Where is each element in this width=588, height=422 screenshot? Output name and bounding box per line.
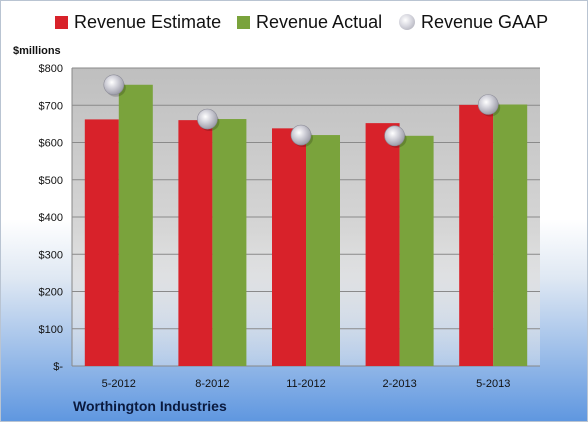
legend-label-gaap: Revenue GAAP — [421, 11, 549, 32]
bar-revenue-estimate — [365, 123, 400, 366]
bar-revenue-estimate — [459, 104, 494, 366]
bar-chart: $- $100 $200 $300 $400 $500 $600 $700 $800 5-2012… — [39, 63, 540, 390]
x-tick-label: 8-2012 — [195, 378, 229, 390]
y-tick-label: $400 — [39, 212, 63, 224]
legend-label-actual: Revenue Actual — [256, 11, 383, 32]
bar-revenue-actual — [306, 135, 340, 366]
x-tick-label: 5-2012 — [102, 378, 136, 390]
marker-revenue-gaap — [103, 74, 125, 96]
y-tick-label: $700 — [39, 100, 63, 112]
marker-revenue-gaap — [477, 94, 499, 115]
legend-item-actual: Revenue Actual — [237, 9, 382, 35]
legend-swatch-actual — [237, 15, 250, 29]
x-tick-label: 5-2013 — [476, 378, 510, 390]
y-tick-label: $200 — [39, 287, 63, 299]
x-tick-label: 2-2013 — [382, 378, 416, 390]
y-tick-label: $300 — [39, 249, 63, 261]
legend-item-estimate: Revenue Estimate — [55, 9, 221, 35]
y-tick-label: $500 — [39, 175, 63, 187]
y-tick-label: $100 — [39, 324, 63, 336]
bar-revenue-estimate — [84, 119, 119, 366]
chart-legend: Revenue Estimate Revenue Actual Revenue … — [1, 9, 587, 35]
y-tick-label: $600 — [39, 138, 63, 150]
marker-revenue-gaap — [384, 125, 405, 147]
company-label: Worthington Industries — [73, 398, 227, 414]
marker-revenue-gaap — [290, 124, 312, 146]
bar-revenue-actual — [493, 104, 528, 366]
y-tick-label: $800 — [39, 63, 63, 75]
legend-marker-gaap — [399, 14, 415, 30]
bar-revenue-actual — [212, 119, 247, 366]
legend-swatch-estimate — [55, 15, 68, 29]
legend-label-estimate: Revenue Estimate — [74, 11, 222, 32]
bar-revenue-actual — [399, 135, 434, 366]
y-tick-label: $- — [53, 361, 63, 373]
bar-revenue-estimate — [272, 128, 306, 366]
y-axis-unit-label: $millions — [13, 45, 61, 57]
marker-revenue-gaap — [197, 108, 218, 130]
legend-item-gaap: Revenue GAAP — [399, 9, 548, 35]
x-tick-label: 11-2012 — [286, 378, 326, 390]
bar-revenue-actual — [118, 84, 153, 366]
bar-revenue-estimate — [178, 120, 213, 367]
